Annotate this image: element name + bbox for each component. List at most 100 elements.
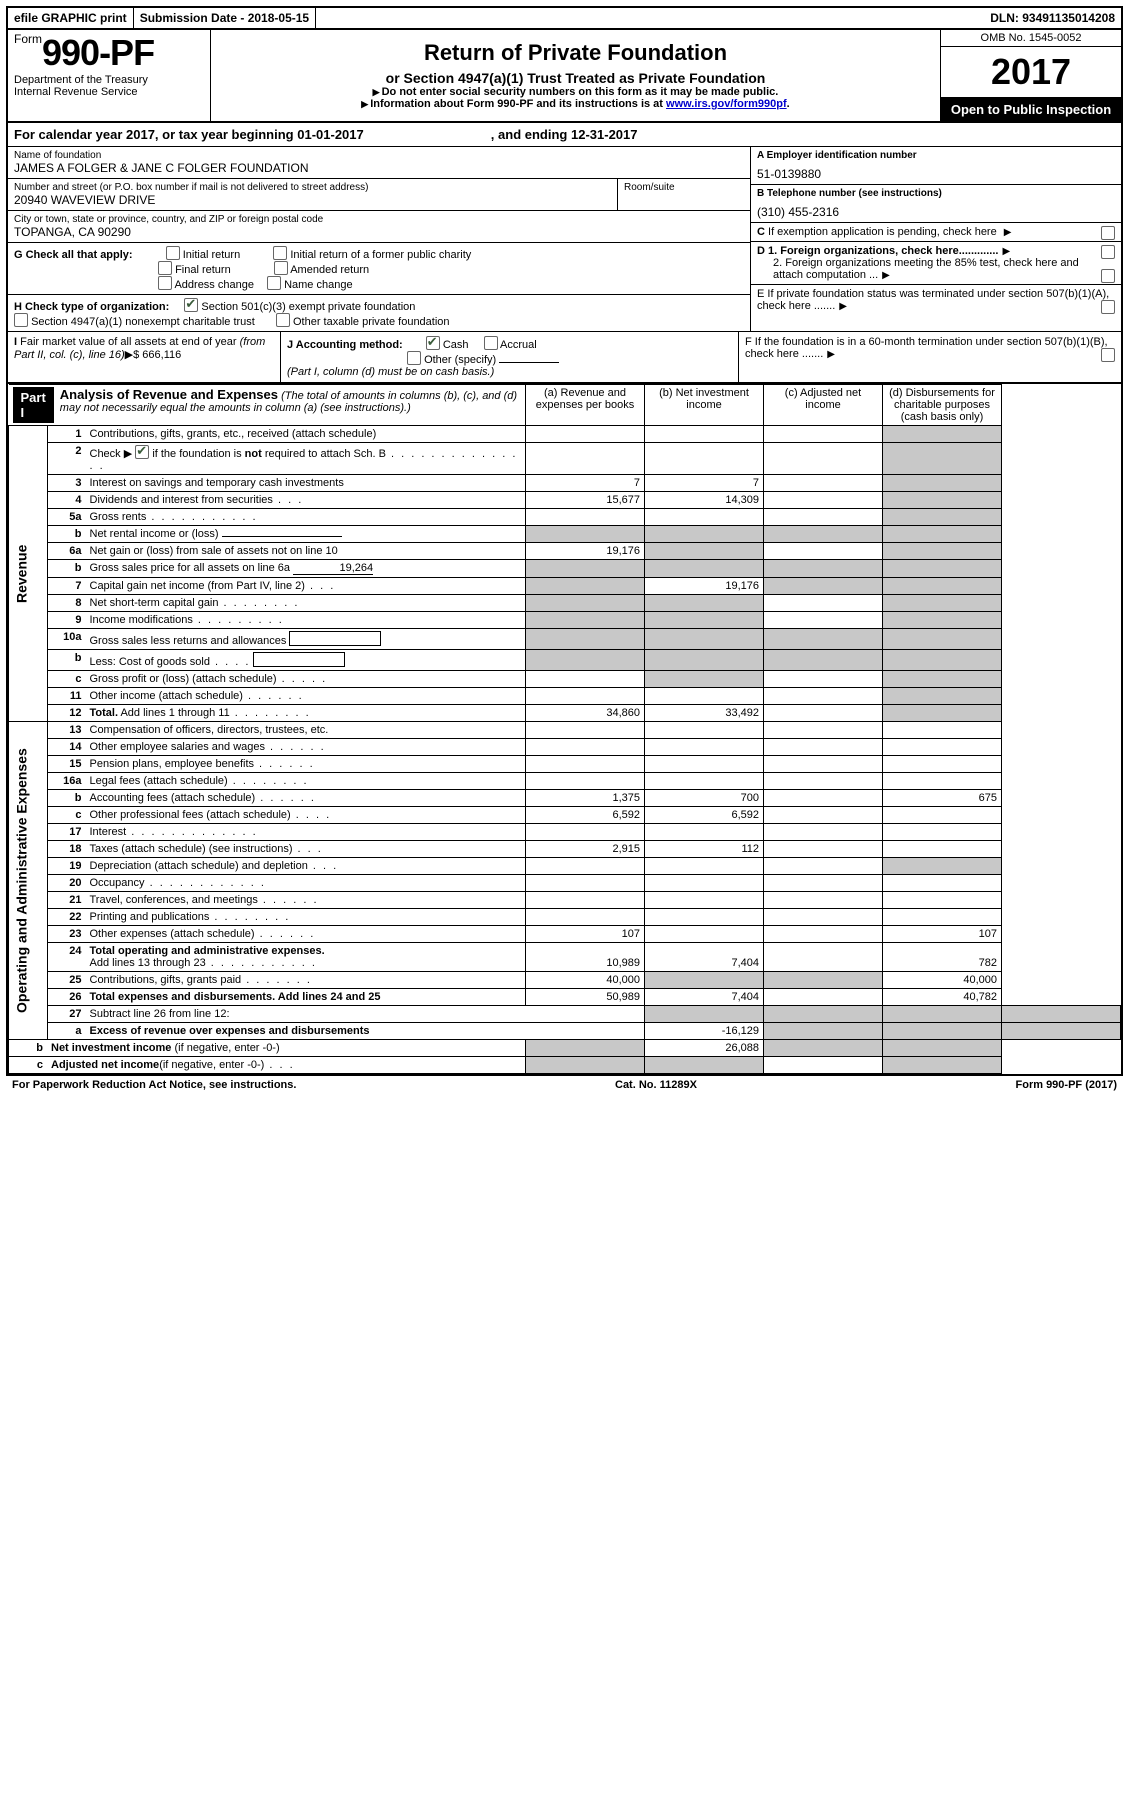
l25-d: 40,000 [883,972,1002,989]
l3-a: 7 [526,475,645,492]
d2-checkbox[interactable] [1101,269,1115,283]
l27a-a: -16,129 [645,1023,764,1040]
addr-label: Number and street (or P.O. box number if… [14,182,611,193]
l10a-box[interactable] [289,631,381,646]
tel-cell: B Telephone number (see instructions) (3… [751,185,1121,223]
i-label: Fair market value of all assets at end o… [14,336,265,361]
cash-label: Cash [443,339,469,351]
section-i: I Fair market value of all assets at end… [8,332,281,382]
ein-cell: A Employer identification number 51-0139… [751,147,1121,185]
line-17: Interest . . . . . . . . . . . . . [86,824,526,841]
city-state-zip: TOPANGA, CA 90290 [14,225,744,239]
i-arrow: ▶$ [125,349,140,361]
tel-value: (310) 455-2316 [757,205,1115,219]
section-g: G Check all that apply: Initial return I… [8,243,750,295]
part1-title: Analysis of Revenue and Expenses [60,387,278,402]
section-c: C If exemption application is pending, c… [751,223,1121,242]
g-label: G Check all that apply: [14,249,133,261]
efile-print-label[interactable]: efile GRAPHIC print [8,8,134,28]
line-22: Printing and publications . . . . . . . … [86,909,526,926]
calendar-year-row: For calendar year 2017, or tax year begi… [8,123,1121,147]
name-change-checkbox[interactable] [267,276,281,290]
line-3: Interest on savings and temporary cash i… [86,475,526,492]
sec4947-checkbox[interactable] [14,313,28,327]
amended-return-label: Amended return [290,264,369,276]
d1-text: D 1. Foreign organizations, check here..… [757,245,998,257]
line-12: Total. Add lines 1 through 11 . . . . . … [86,705,526,722]
other-method-checkbox[interactable] [407,351,421,365]
cal-begin: 01-01-2017 [297,127,364,142]
sec501-checkbox[interactable] [184,298,198,312]
dln-label: DLN: 93491135014208 [984,8,1121,28]
l24-b: 7,404 [645,943,764,972]
f-text: F If the foundation is in a 60-month ter… [745,336,1108,360]
other-tax-checkbox[interactable] [276,313,290,327]
entity-info: Name of foundation JAMES A FOLGER & JANE… [8,147,1121,332]
cat-no: Cat. No. 11289X [615,1079,697,1091]
line-1: Contributions, gifts, grants, etc., rece… [86,426,526,443]
line-25: Contributions, gifts, grants paid . . . … [86,972,526,989]
part-tag: Part I [13,387,54,423]
address-change-checkbox[interactable] [158,276,172,290]
cash-checkbox[interactable] [426,336,440,350]
ijf-row: I Fair market value of all assets at end… [8,332,1121,384]
line-10b: Less: Cost of goods sold . . . . [86,650,526,671]
cal-mid: , and ending [367,127,567,142]
instructions-link[interactable]: www.irs.gov/form990pf [666,98,787,110]
final-return-checkbox[interactable] [158,261,172,275]
line-27c: Adjusted net income(if negative, enter -… [47,1057,526,1074]
line-19: Depreciation (attach schedule) and deple… [86,858,526,875]
line-26: Total expenses and disbursements. Add li… [86,989,526,1006]
l10b-box[interactable] [253,652,345,667]
accrual-checkbox[interactable] [484,336,498,350]
l24-d: 782 [883,943,1002,972]
f-checkbox[interactable] [1101,348,1115,362]
arrow-icon [882,269,890,281]
l12-a: 34,860 [526,705,645,722]
line-6b: Gross sales price for all assets on line… [86,560,526,578]
tax-year: 2017 [941,47,1121,98]
section-e: E If private foundation status was termi… [751,285,1121,315]
initial-former-checkbox[interactable] [273,246,287,260]
arrow-icon [361,98,370,110]
l7-b: 19,176 [645,578,764,595]
line-8: Net short-term capital gain . . . . . . … [86,595,526,612]
name-change-label: Name change [284,279,353,291]
line-10c: Gross profit or (loss) (attach schedule)… [86,671,526,688]
l4-b: 14,309 [645,492,764,509]
cal-end: 12-31-2017 [571,127,638,142]
ein-label: A Employer identification number [757,150,917,161]
arrow-icon [1002,245,1010,257]
public-inspection-label: Open to Public Inspection [941,98,1121,121]
c-checkbox[interactable] [1101,226,1115,240]
line-20: Occupancy . . . . . . . . . . . . [86,875,526,892]
arrow-icon [827,348,835,360]
l18-a: 2,915 [526,841,645,858]
l5b-input[interactable] [222,536,342,537]
schb-checkbox[interactable] [135,445,149,459]
cal-prefix: For calendar year 2017, or tax year begi… [14,127,297,142]
form-container: efile GRAPHIC print Submission Date - 20… [6,6,1123,1076]
l16b-d: 675 [883,790,1002,807]
l6b-value: 19,264 [293,562,373,575]
d1-checkbox[interactable] [1101,245,1115,259]
title-cell: Return of Private Foundation or Section … [211,30,940,121]
foundation-name: JAMES A FOLGER & JANE C FOLGER FOUNDATIO… [14,161,744,175]
name-label: Name of foundation [14,150,744,161]
l12-b: 33,492 [645,705,764,722]
amended-return-checkbox[interactable] [274,261,288,275]
ein-value: 51-0139880 [757,167,1115,181]
d2-text: 2. Foreign organizations meeting the 85%… [773,257,1079,281]
ssn-note: Do not enter social security numbers on … [382,86,779,98]
l23-a: 107 [526,926,645,943]
l16b-a: 1,375 [526,790,645,807]
l16c-b: 6,592 [645,807,764,824]
year-cell: OMB No. 1545-0052 2017 Open to Public In… [940,30,1121,121]
l6a-a: 19,176 [526,543,645,560]
instructions-prefix: Information about Form 990-PF and its in… [370,98,666,110]
initial-return-checkbox[interactable] [166,246,180,260]
c-text: If exemption application is pending, che… [768,226,997,238]
other-specify-line[interactable] [499,362,559,363]
e-checkbox[interactable] [1101,300,1115,314]
final-return-label: Final return [175,264,231,276]
